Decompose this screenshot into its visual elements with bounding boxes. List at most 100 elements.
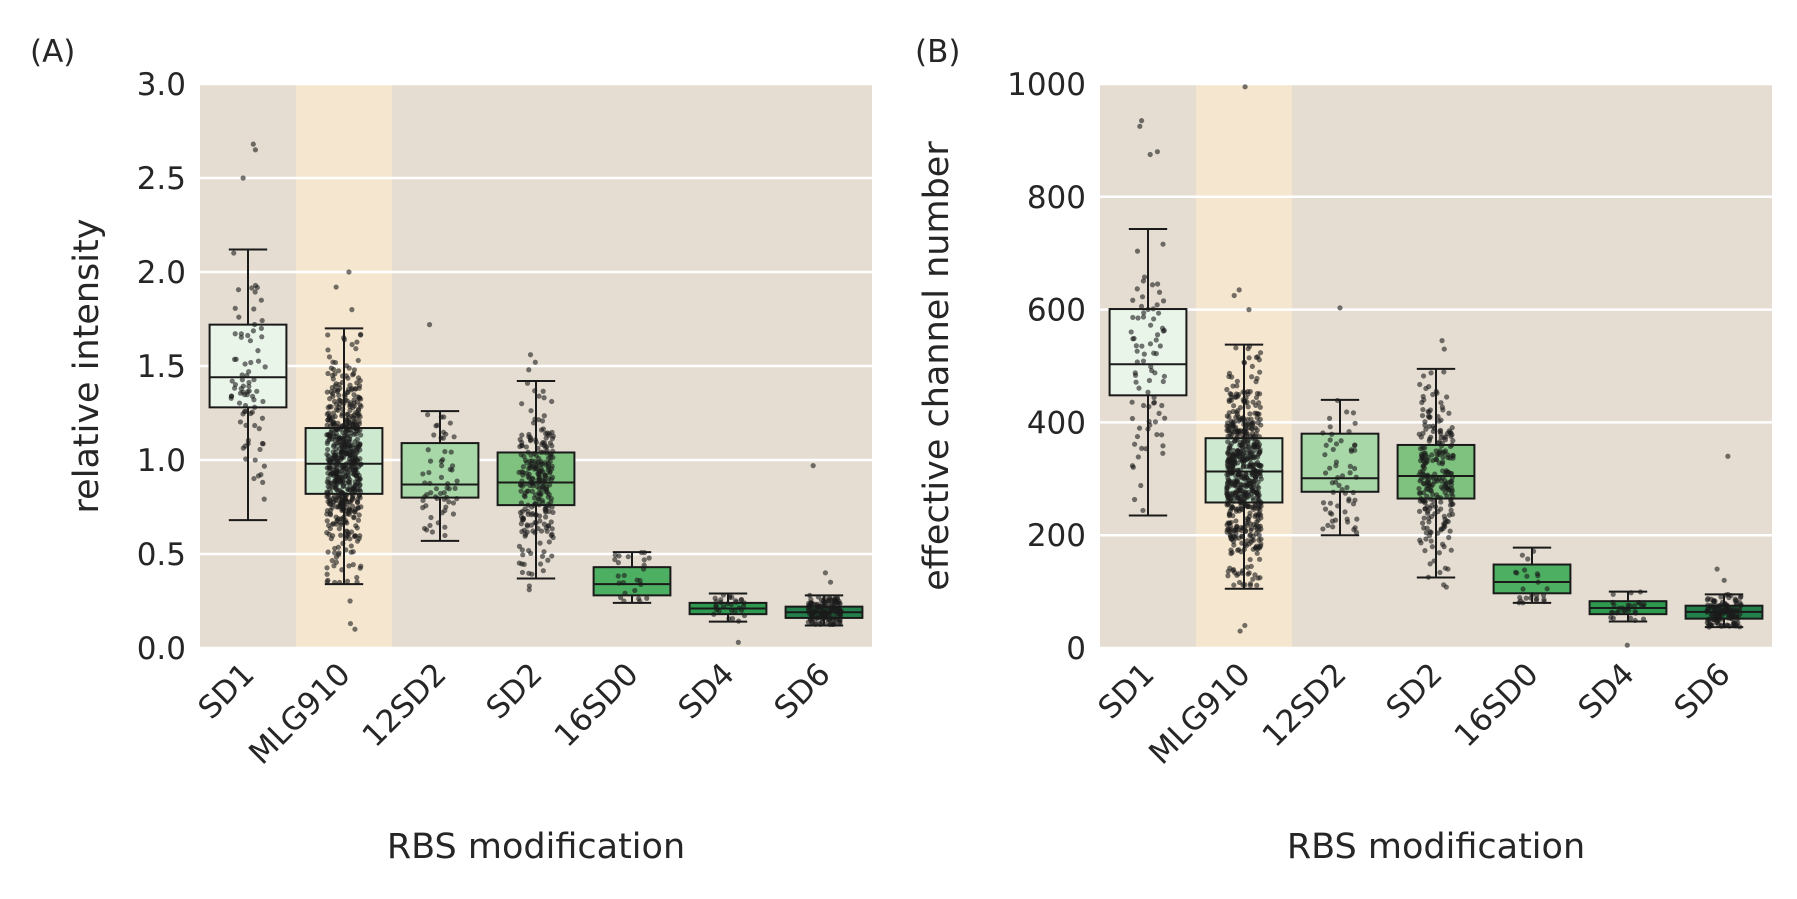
data-point xyxy=(1426,533,1433,539)
data-point xyxy=(1233,394,1239,400)
data-point xyxy=(1351,526,1357,533)
data-point xyxy=(1534,596,1540,602)
data-point xyxy=(1329,431,1335,437)
data-point xyxy=(641,562,647,568)
data-point xyxy=(1224,485,1230,491)
data-point xyxy=(1241,457,1248,463)
data-point xyxy=(1738,593,1744,599)
data-point xyxy=(249,409,255,415)
data-point xyxy=(1130,314,1136,321)
data-point xyxy=(1160,298,1167,304)
data-point xyxy=(1708,596,1714,602)
data-point xyxy=(438,458,444,464)
data-point xyxy=(1436,439,1443,445)
data-point xyxy=(351,431,357,437)
data-point xyxy=(1237,489,1243,495)
data-point xyxy=(442,448,448,455)
data-point xyxy=(546,523,552,529)
data-point xyxy=(339,455,345,461)
data-point xyxy=(1146,377,1153,384)
data-point xyxy=(1138,303,1145,310)
outlier-point xyxy=(1721,577,1727,583)
data-point xyxy=(324,571,330,577)
data-point xyxy=(1152,370,1158,376)
data-point xyxy=(1236,579,1243,586)
data-point xyxy=(1421,525,1427,531)
data-point xyxy=(336,495,343,501)
data-point xyxy=(625,554,631,560)
data-point xyxy=(352,466,358,473)
data-point xyxy=(348,543,354,549)
data-point xyxy=(334,477,341,483)
data-point xyxy=(1235,408,1241,414)
data-point xyxy=(420,471,426,477)
data-point xyxy=(1344,484,1350,491)
data-point xyxy=(355,496,361,502)
data-point xyxy=(1244,494,1250,500)
data-point xyxy=(335,544,342,550)
data-point xyxy=(1224,386,1230,393)
data-point xyxy=(1425,486,1431,492)
data-point xyxy=(1424,493,1430,499)
data-point xyxy=(229,378,235,384)
y-tick-label: 800 xyxy=(1027,180,1086,216)
data-point xyxy=(1327,510,1333,516)
data-point xyxy=(1350,501,1357,507)
data-point xyxy=(450,511,457,517)
data-point xyxy=(252,404,258,410)
x-tick-label: SD4 xyxy=(671,656,741,726)
data-point xyxy=(354,399,360,405)
data-point xyxy=(442,524,448,530)
box-sd4 xyxy=(1588,589,1668,648)
data-point xyxy=(1540,592,1547,598)
data-point xyxy=(807,617,814,623)
data-point xyxy=(1241,438,1247,444)
data-point xyxy=(1327,500,1334,506)
data-point xyxy=(536,475,542,481)
data-point xyxy=(1541,596,1547,603)
outlier-point xyxy=(346,269,352,275)
data-point xyxy=(1247,449,1253,455)
data-point xyxy=(527,437,534,444)
data-point xyxy=(1323,442,1329,448)
data-point xyxy=(329,391,336,397)
x-tick-label: 12SD2 xyxy=(1256,656,1354,754)
data-point xyxy=(1339,473,1346,479)
data-point xyxy=(1253,394,1260,401)
outlier-point xyxy=(1441,582,1447,588)
data-point xyxy=(1233,452,1239,459)
y-tick-label: 400 xyxy=(1027,405,1086,441)
data-point xyxy=(339,411,346,417)
outlier-point xyxy=(1246,307,1252,313)
data-point xyxy=(1254,410,1260,416)
data-point xyxy=(351,515,357,521)
data-point xyxy=(1416,490,1423,496)
data-point xyxy=(358,432,364,438)
data-point xyxy=(538,465,544,471)
data-point xyxy=(1231,403,1237,409)
data-point xyxy=(533,463,540,469)
data-point xyxy=(1230,447,1236,454)
data-point xyxy=(621,572,627,579)
data-point xyxy=(1233,428,1239,435)
data-point xyxy=(1251,455,1257,461)
data-point xyxy=(240,411,246,417)
data-point xyxy=(1155,310,1162,316)
data-point xyxy=(352,453,358,459)
data-point xyxy=(810,608,816,614)
data-point xyxy=(240,445,246,451)
data-point xyxy=(549,553,555,559)
data-point xyxy=(1255,439,1261,445)
data-point xyxy=(1632,617,1638,623)
data-point xyxy=(339,567,345,573)
outlier-point xyxy=(426,322,433,328)
data-point xyxy=(1419,412,1426,419)
data-point xyxy=(441,496,447,502)
data-point xyxy=(1136,425,1143,431)
data-point xyxy=(1544,586,1550,592)
data-point xyxy=(354,579,360,585)
data-point xyxy=(1235,571,1241,577)
data-point xyxy=(1422,450,1428,456)
data-point xyxy=(1249,420,1255,426)
data-point xyxy=(233,356,239,362)
